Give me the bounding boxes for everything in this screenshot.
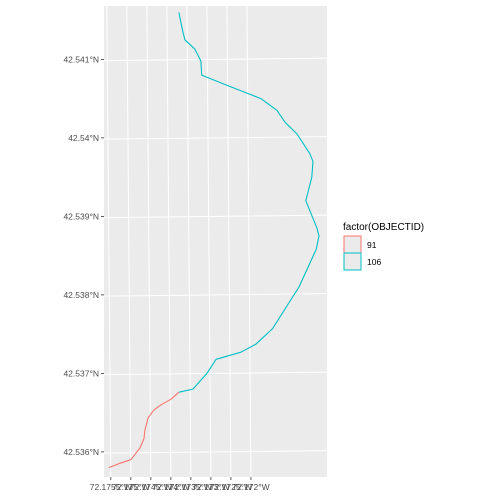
latitude-axis: 42.541°N 42.54°N 42.539°N 42.538°N 42.537°N 4… (63, 54, 104, 457)
legend-label-91: 91 (367, 240, 377, 250)
legend-key-91 (344, 236, 361, 253)
longitude-axis: 72.1755°W72.175°W72.1745°W72.174°W72.173… (90, 477, 270, 492)
latitude-tick-label: 42.536°N (63, 447, 99, 457)
longitude-tick-label: 72.172°W (232, 482, 269, 492)
latitude-tick-label: 42.541°N (63, 54, 99, 64)
latitude-tick-label: 42.537°N (63, 368, 99, 378)
latitude-tick-label: 42.539°N (63, 211, 99, 221)
legend-label-106: 106 (367, 257, 381, 267)
legend-title: factor(OBJECTID) (343, 222, 424, 233)
legend-key-106 (344, 253, 361, 270)
latitude-tick-label: 42.538°N (63, 290, 99, 300)
latitude-tick-label: 42.54°N (68, 133, 99, 143)
legend: factor(OBJECTID) 91 106 (343, 222, 424, 270)
map-panel-background (104, 6, 327, 477)
